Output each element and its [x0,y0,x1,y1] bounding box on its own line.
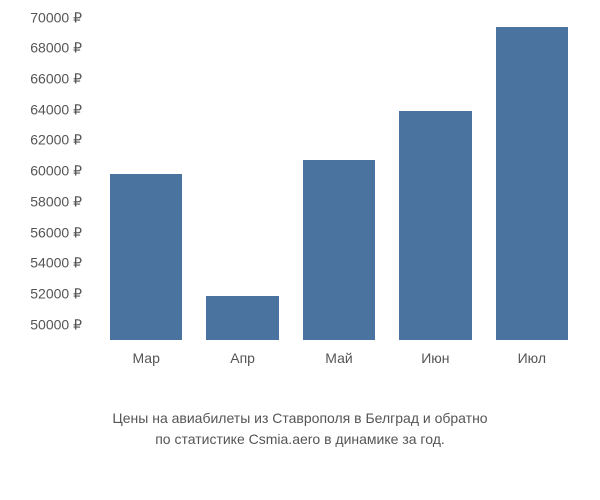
plot-area [98,10,580,340]
y-tick-label: 50000 ₽ [30,316,82,333]
x-tick-label: Июл [518,350,546,366]
y-tick-label: 60000 ₽ [30,163,82,180]
bar [496,27,568,340]
x-axis: Мар Апр Май Июн Июл [98,350,580,380]
caption-line-1: Цены на авиабилеты из Ставрополя в Белгр… [10,408,590,429]
x-tick-label: Мар [132,350,159,366]
y-tick-label: 70000 ₽ [30,9,82,26]
bar [303,160,375,340]
chart-caption: Цены на авиабилеты из Ставрополя в Белгр… [0,408,600,450]
y-tick-label: 66000 ₽ [30,71,82,88]
x-tick-label: Апр [230,350,255,366]
y-tick-label: 64000 ₽ [30,101,82,118]
bar [206,296,278,341]
bar [110,174,182,340]
x-tick-label: Июн [421,350,449,366]
y-tick-label: 56000 ₽ [30,224,82,241]
y-tick-label: 62000 ₽ [30,132,82,149]
y-tick-label: 54000 ₽ [30,255,82,272]
chart-container: 50000 ₽ 52000 ₽ 54000 ₽ 56000 ₽ 58000 ₽ 60000… [0,0,600,500]
bar [399,111,471,340]
y-tick-label: 58000 ₽ [30,193,82,210]
caption-line-2: по статистике Csmia.aero в динамике за г… [10,429,590,450]
y-axis: 50000 ₽ 52000 ₽ 54000 ₽ 56000 ₽ 58000 ₽ 60000… [10,10,90,340]
y-tick-label: 68000 ₽ [30,40,82,57]
chart-area: 50000 ₽ 52000 ₽ 54000 ₽ 56000 ₽ 58000 ₽ 60000… [10,10,590,390]
x-tick-label: Май [325,350,352,366]
y-tick-label: 52000 ₽ [30,285,82,302]
